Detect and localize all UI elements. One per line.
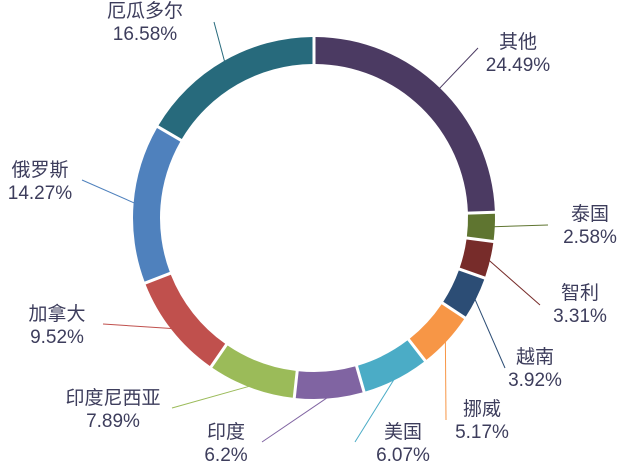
leader-line-印度 bbox=[261, 395, 330, 443]
data-label-value: 6.2% bbox=[204, 445, 247, 465]
data-label-name: 美国 bbox=[384, 421, 422, 443]
data-label-value: 6.07% bbox=[376, 445, 430, 465]
data-label-value: 14.27% bbox=[8, 183, 73, 204]
data-label-name: 加拿大 bbox=[28, 302, 85, 325]
data-label-name: 印度 bbox=[207, 421, 245, 443]
data-label-value: 7.89% bbox=[86, 411, 140, 432]
slice-挪威 bbox=[409, 304, 465, 360]
leader-line-俄罗斯 bbox=[81, 179, 136, 205]
slice-俄罗斯 bbox=[133, 127, 181, 282]
data-label-value: 24.49% bbox=[486, 55, 551, 76]
data-label-value: 3.31% bbox=[553, 306, 607, 327]
data-label-name: 智利 bbox=[561, 282, 599, 304]
leader-line-加拿大 bbox=[102, 323, 174, 330]
data-label-value: 3.92% bbox=[508, 370, 562, 391]
leader-line-智利 bbox=[487, 259, 541, 306]
data-labels-layer: 其他24.49%泰国2.58%智利3.31%越南3.92%挪威5.17%美国6.… bbox=[8, 0, 617, 465]
slice-印度尼西亚 bbox=[212, 345, 296, 398]
data-label-name: 印度尼西亚 bbox=[65, 387, 160, 409]
slice-印度 bbox=[295, 366, 363, 400]
data-label-value: 2.58% bbox=[563, 227, 617, 248]
slice-美国 bbox=[358, 340, 425, 392]
slice-越南 bbox=[443, 270, 485, 317]
data-label-name: 俄罗斯 bbox=[11, 159, 68, 181]
leader-line-挪威 bbox=[444, 339, 447, 421]
data-label-value: 16.58% bbox=[113, 24, 178, 45]
leader-line-厄瓜多尔 bbox=[213, 21, 226, 63]
slice-加拿大 bbox=[145, 274, 226, 367]
slice-智利 bbox=[459, 239, 494, 277]
leader-line-其他 bbox=[438, 47, 479, 90]
data-label-name: 挪威 bbox=[463, 398, 501, 420]
leader-line-印度尼西亚 bbox=[171, 385, 252, 409]
data-label-name: 厄瓜多尔 bbox=[107, 0, 183, 22]
slice-其他 bbox=[315, 37, 495, 212]
data-label-value: 5.17% bbox=[455, 422, 509, 443]
slice-厄瓜多尔 bbox=[158, 37, 313, 139]
leader-line-越南 bbox=[473, 297, 506, 369]
slice-泰国 bbox=[466, 213, 495, 240]
data-label-name: 泰国 bbox=[571, 203, 609, 225]
leader-line-泰国 bbox=[492, 224, 549, 228]
data-label-name: 其他 bbox=[499, 31, 537, 53]
slices-layer bbox=[133, 37, 495, 400]
data-label-value: 9.52% bbox=[30, 327, 84, 348]
leader-line-美国 bbox=[354, 377, 396, 443]
data-label-name: 越南 bbox=[516, 346, 554, 368]
leader-lines-layer bbox=[81, 21, 549, 443]
